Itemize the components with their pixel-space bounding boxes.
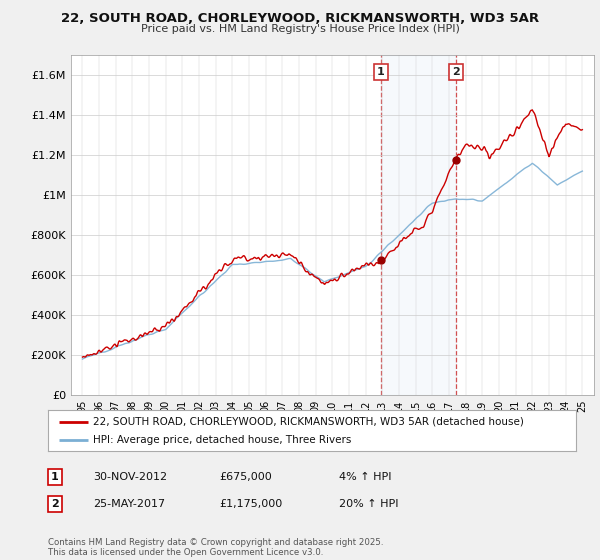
Text: 22, SOUTH ROAD, CHORLEYWOOD, RICKMANSWORTH, WD3 5AR (detached house): 22, SOUTH ROAD, CHORLEYWOOD, RICKMANSWOR… <box>93 417 524 427</box>
Text: HPI: Average price, detached house, Three Rivers: HPI: Average price, detached house, Thre… <box>93 435 351 445</box>
Text: 25-MAY-2017: 25-MAY-2017 <box>93 499 165 509</box>
Text: 1: 1 <box>377 67 385 77</box>
Text: Contains HM Land Registry data © Crown copyright and database right 2025.
This d: Contains HM Land Registry data © Crown c… <box>48 538 383 557</box>
Bar <box>381 55 456 395</box>
Text: 2: 2 <box>51 499 59 509</box>
Text: 30-NOV-2012: 30-NOV-2012 <box>93 472 167 482</box>
Text: Price paid vs. HM Land Registry's House Price Index (HPI): Price paid vs. HM Land Registry's House … <box>140 24 460 34</box>
Text: 2: 2 <box>452 67 460 77</box>
Text: 4% ↑ HPI: 4% ↑ HPI <box>339 472 391 482</box>
Text: £675,000: £675,000 <box>219 472 272 482</box>
Text: £1,175,000: £1,175,000 <box>219 499 282 509</box>
Text: 22, SOUTH ROAD, CHORLEYWOOD, RICKMANSWORTH, WD3 5AR: 22, SOUTH ROAD, CHORLEYWOOD, RICKMANSWOR… <box>61 12 539 25</box>
Text: 20% ↑ HPI: 20% ↑ HPI <box>339 499 398 509</box>
Text: 1: 1 <box>51 472 59 482</box>
